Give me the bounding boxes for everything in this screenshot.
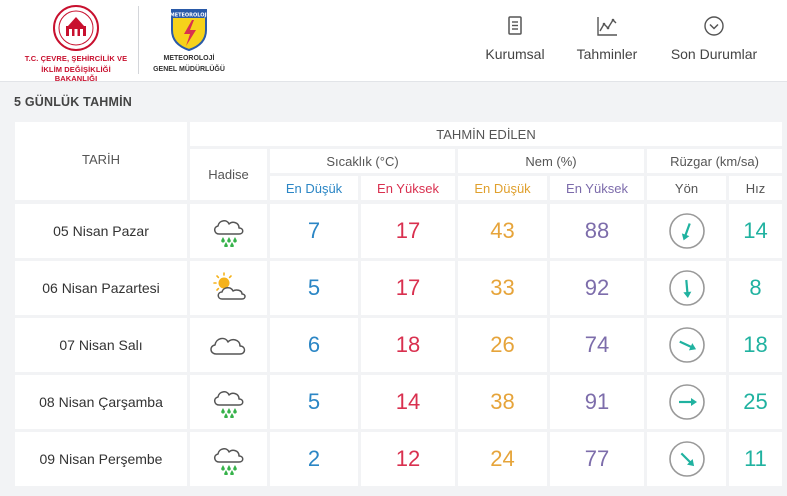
logo-divider bbox=[138, 6, 139, 74]
ministry-emblem-icon bbox=[53, 5, 99, 51]
subheader-sicaklik-max: En Yüksek bbox=[361, 176, 455, 200]
mgm-badge-text: METEOROLOJİ bbox=[170, 12, 209, 19]
header-sicaklik: Sıcaklık (°C) bbox=[270, 149, 455, 173]
rain-cloud-icon bbox=[190, 432, 267, 486]
wind-direction bbox=[647, 375, 726, 429]
temp-min: 5 bbox=[270, 261, 358, 315]
chart-icon bbox=[597, 17, 617, 36]
nav-kurumsal[interactable]: Kurumsal bbox=[480, 14, 550, 66]
humidity-max: 77 bbox=[550, 432, 644, 486]
subheader-hiz: Hız bbox=[729, 176, 782, 200]
humidity-min: 43 bbox=[458, 204, 547, 258]
nav-tahminler[interactable]: Tahminler bbox=[571, 14, 643, 66]
cloud-icon bbox=[190, 318, 267, 372]
humidity-min: 26 bbox=[458, 318, 547, 372]
subheader-nem-max: En Yüksek bbox=[550, 176, 644, 200]
temp-min: 2 bbox=[270, 432, 358, 486]
chevron-down-circle-icon bbox=[704, 16, 724, 36]
subheader-nem-min: En Düşük bbox=[458, 176, 547, 200]
temp-min: 7 bbox=[270, 204, 358, 258]
temp-max: 12 bbox=[361, 432, 455, 486]
wind-arrow-icon bbox=[668, 213, 705, 249]
wind-arrow-icon bbox=[668, 327, 705, 363]
wind-arrow-icon bbox=[668, 441, 705, 477]
mgm-logo[interactable]: METEOROLOJİ METEOROLOJİ GENEL MÜDÜRLÜĞÜ bbox=[146, 6, 232, 76]
temp-max: 17 bbox=[361, 261, 455, 315]
wind-speed: 25 bbox=[729, 375, 782, 429]
subheader-sicaklik-min: En Düşük bbox=[270, 176, 358, 200]
row-date: 07 Nisan Salı bbox=[15, 318, 187, 372]
partly-sunny-icon bbox=[190, 261, 267, 315]
temp-max: 17 bbox=[361, 204, 455, 258]
wind-direction bbox=[647, 432, 726, 486]
nav-son-durumlar[interactable]: Son Durumlar bbox=[664, 14, 764, 66]
ministry-logo[interactable]: T.C. ÇEVRE, ŞEHİRCİLİK VE İKLİM DEĞİŞİKL… bbox=[20, 4, 132, 83]
header-tarih: TARİH bbox=[15, 122, 187, 200]
wind-direction bbox=[647, 318, 726, 372]
temp-max: 14 bbox=[361, 375, 455, 429]
wind-arrow-icon bbox=[668, 384, 705, 420]
temp-min: 6 bbox=[270, 318, 358, 372]
document-icon bbox=[508, 16, 522, 35]
rain-cloud-icon bbox=[190, 375, 267, 429]
mgm-name-line2: GENEL MÜDÜRLÜĞÜ bbox=[153, 66, 225, 73]
ministry-name-line2: İKLİM DEĞİŞİKLİĞİ BAKANLIĞI bbox=[41, 65, 111, 83]
wind-arrow-icon bbox=[668, 270, 705, 306]
row-date: 05 Nisan Pazar bbox=[15, 204, 187, 258]
header-hadise: Hadise bbox=[190, 149, 267, 200]
humidity-max: 74 bbox=[550, 318, 644, 372]
nav-tahminler-label[interactable]: Tahminler bbox=[576, 46, 638, 62]
rain-cloud-icon bbox=[190, 204, 267, 258]
row-date: 09 Nisan Perşembe bbox=[15, 432, 187, 486]
row-date: 06 Nisan Pazartesi bbox=[15, 261, 187, 315]
site-header: T.C. ÇEVRE, ŞEHİRCİLİK VE İKLİM DEĞİŞİKL… bbox=[0, 0, 787, 83]
humidity-max: 92 bbox=[550, 261, 644, 315]
wind-speed: 14 bbox=[729, 204, 782, 258]
humidity-min: 24 bbox=[458, 432, 547, 486]
humidity-max: 88 bbox=[550, 204, 644, 258]
mgm-shield-icon: METEOROLOJİ bbox=[170, 9, 209, 52]
temp-max: 18 bbox=[361, 318, 455, 372]
wind-direction bbox=[647, 261, 726, 315]
wind-speed: 18 bbox=[729, 318, 782, 372]
ministry-name-line1: T.C. ÇEVRE, ŞEHİRCİLİK VE bbox=[24, 54, 128, 63]
header-nem: Nem (%) bbox=[458, 149, 644, 173]
wind-direction bbox=[647, 204, 726, 258]
row-date: 08 Nisan Çarşamba bbox=[15, 375, 187, 429]
humidity-max: 91 bbox=[550, 375, 644, 429]
nav-kurumsal-label[interactable]: Kurumsal bbox=[485, 46, 545, 62]
subheader-yon: Yön bbox=[647, 176, 726, 200]
header-ruzgar: Rüzgar (km/sa) bbox=[647, 149, 782, 173]
header-tahmin-edilen: TAHMİN EDİLEN bbox=[190, 122, 782, 146]
section-title: 5 GÜNLÜK TAHMİN bbox=[14, 95, 133, 109]
humidity-min: 38 bbox=[458, 375, 547, 429]
wind-speed: 11 bbox=[729, 432, 782, 486]
humidity-min: 33 bbox=[458, 261, 547, 315]
mgm-name-line1: METEOROLOJİ bbox=[163, 55, 215, 62]
wind-speed: 8 bbox=[729, 261, 782, 315]
nav-son-durumlar-label[interactable]: Son Durumlar bbox=[670, 46, 758, 62]
temp-min: 5 bbox=[270, 375, 358, 429]
